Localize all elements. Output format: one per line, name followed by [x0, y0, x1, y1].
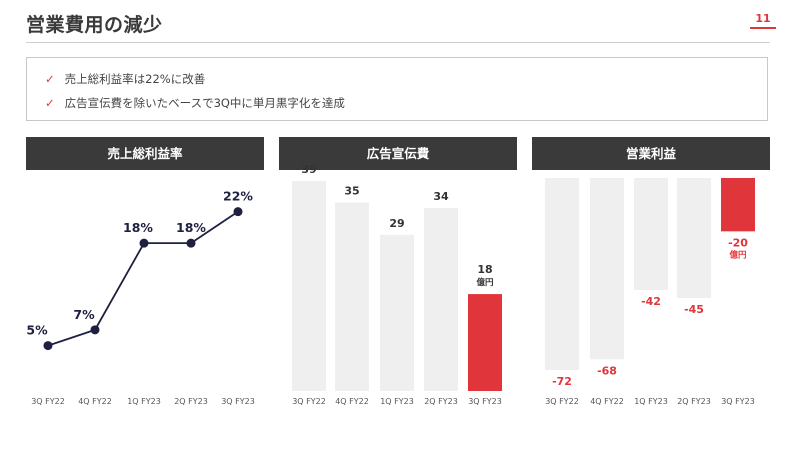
advertising-chart-title: 広告宣伝費 — [279, 137, 517, 170]
operating-income-data-label: -72 — [552, 375, 572, 388]
operating-income-data-label: -42 — [641, 295, 661, 308]
operating-income-chart-title: 営業利益 — [532, 137, 770, 170]
operating-income-x-tick: 4Q FY22 — [590, 397, 624, 406]
advertising-data-label: 18 — [477, 263, 492, 276]
gross-margin-x-tick: 4Q FY22 — [78, 397, 112, 406]
summary-bullet-1: ✓ 売上総利益率は22%に改善 — [45, 71, 205, 87]
gross-margin-point — [186, 238, 196, 248]
advertising-x-tick: 3Q FY23 — [468, 397, 502, 406]
page-number: 11 — [755, 12, 771, 25]
summary-bullet-text: 広告宣伝費を除いたベースで3Q中に単月黒字化を達成 — [64, 96, 345, 110]
operating-income-x-tick: 3Q FY23 — [721, 397, 755, 406]
gross-margin-point — [90, 325, 100, 335]
title-divider — [26, 42, 770, 43]
check-icon: ✓ — [45, 72, 55, 86]
operating-income-data-label: -45 — [684, 303, 704, 316]
advertising-unit-label: 億円 — [476, 277, 493, 288]
advertising-bar — [468, 294, 502, 391]
summary-bullet-text: 売上総利益率は22%に改善 — [64, 72, 206, 86]
gross-margin-data-label: 7% — [73, 307, 95, 322]
advertising-bar — [335, 202, 369, 391]
advertising-x-tick: 1Q FY23 — [380, 397, 414, 406]
advertising-bar — [424, 207, 458, 391]
gross-margin-point — [43, 341, 53, 351]
operating-income-bar — [590, 178, 624, 360]
summary-box: ✓ 売上総利益率は22%に改善 ✓ 広告宣伝費を除いたベースで3Q中に単月黒字化を達… — [26, 57, 768, 121]
operating-income-x-tick: 1Q FY23 — [634, 397, 668, 406]
gross-margin-point — [233, 207, 243, 217]
advertising-data-label: 35 — [344, 185, 359, 198]
gross-margin-x-tick: 3Q FY22 — [31, 397, 65, 406]
gross-margin-chart-title: 売上総利益率 — [26, 137, 264, 170]
page-title: 営業費用の減少 — [26, 14, 163, 36]
gross-margin-data-label: 22% — [223, 189, 253, 204]
gross-margin-data-label: 5% — [26, 323, 48, 338]
gross-margin-x-tick: 3Q FY23 — [221, 397, 255, 406]
advertising-data-label: 39 — [301, 163, 316, 176]
gross-margin-point — [139, 238, 149, 248]
gross-margin-x-tick: 1Q FY23 — [127, 397, 161, 406]
operating-income-data-label: -20 — [728, 236, 748, 249]
operating-income-bar — [677, 178, 711, 298]
advertising-data-label: 29 — [389, 217, 404, 230]
advertising-data-label: 34 — [433, 190, 449, 203]
operating-income-unit-label: 億円 — [729, 249, 746, 260]
advertising-x-tick: 4Q FY22 — [335, 397, 369, 406]
operating-income-x-tick: 2Q FY23 — [677, 397, 711, 406]
advertising-x-tick: 2Q FY23 — [424, 397, 458, 406]
check-icon: ✓ — [45, 96, 55, 110]
advertising-bar — [292, 181, 326, 391]
gross-margin-x-tick: 2Q FY23 — [174, 397, 208, 406]
gross-margin-data-label: 18% — [176, 220, 206, 235]
page-number-underline — [750, 27, 776, 29]
operating-income-bar — [545, 178, 579, 370]
gross-margin-data-label: 18% — [123, 220, 153, 235]
advertising-bar — [380, 234, 414, 391]
operating-income-data-label: -68 — [597, 364, 617, 377]
operating-income-x-tick: 3Q FY22 — [545, 397, 579, 406]
advertising-x-tick: 3Q FY22 — [292, 397, 326, 406]
operating-income-bar — [634, 178, 668, 290]
summary-bullet-2: ✓ 広告宣伝費を除いたベースで3Q中に単月黒字化を達成 — [45, 95, 345, 111]
operating-income-bar — [721, 178, 755, 232]
